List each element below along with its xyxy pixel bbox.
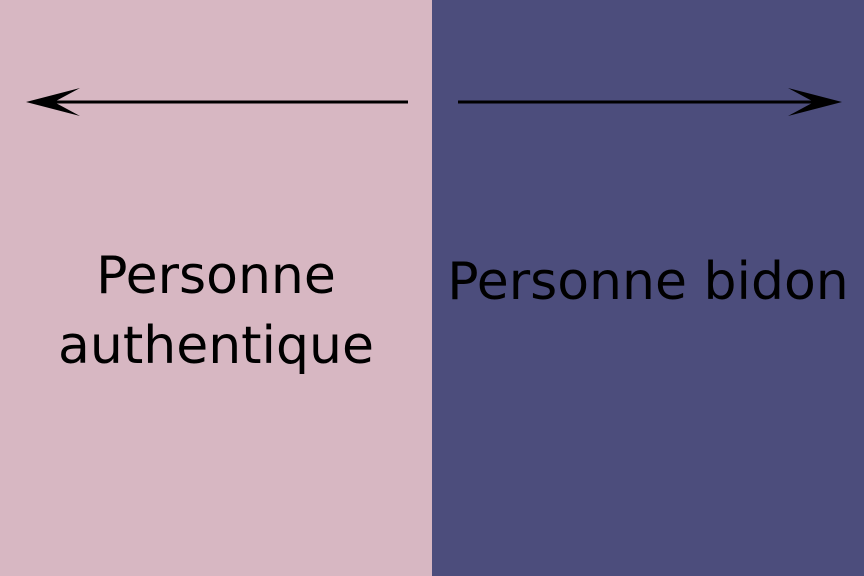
left-panel: Personne authentique	[0, 0, 432, 576]
left-label: Personne authentique	[58, 246, 374, 376]
right-arrow-icon	[458, 88, 842, 116]
right-panel: Personne bidon	[432, 0, 864, 576]
left-arrow-icon	[26, 88, 408, 116]
right-label: Personne bidon	[447, 252, 849, 312]
